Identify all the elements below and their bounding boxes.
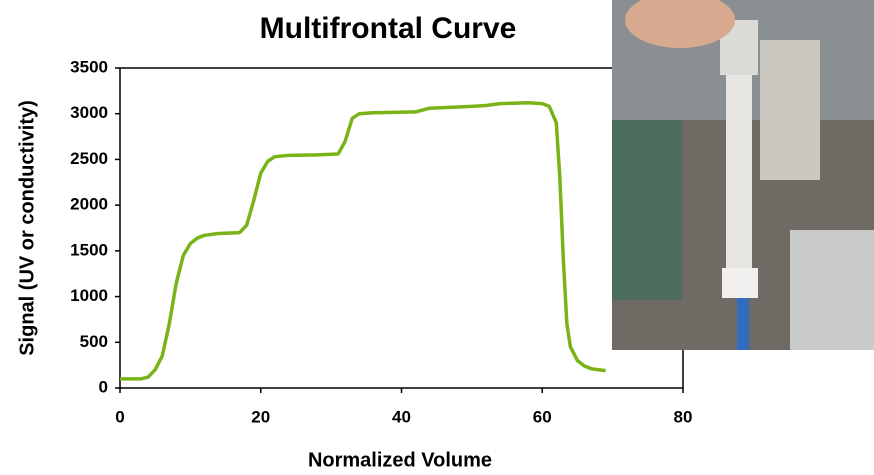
y-axis-label: Signal (UV or conductivity): [16, 100, 38, 356]
photo-cylinders: [612, 120, 682, 300]
photo-beaker: [790, 230, 874, 350]
x-tick-label: 20: [251, 407, 270, 426]
y-tick-label: 2500: [70, 149, 108, 168]
y-tick-label: 2000: [70, 195, 108, 214]
y-tick-label: 0: [99, 377, 108, 396]
x-tick-label: 60: [533, 407, 552, 426]
y-tick-label: 1000: [70, 286, 108, 305]
photo-column: [726, 40, 752, 280]
photo-tubing: [737, 298, 749, 350]
data-line: [120, 100, 606, 381]
y-tick-label: 3000: [70, 103, 108, 122]
x-axis-label: Normalized Volume: [308, 449, 492, 471]
photo: [612, 0, 874, 350]
y-tick-label: 1500: [70, 240, 108, 259]
chart-title: Multifrontal Curve: [260, 12, 517, 45]
x-tick-label: 40: [392, 407, 411, 426]
plot-frame: [119, 67, 684, 389]
plot-area: 0 500 1000 1500 2000 2500 3000 3500 0 20 40 60 80: [70, 57, 692, 426]
y-tick-label: 3500: [70, 57, 108, 76]
y-tick-label: 500: [80, 332, 108, 351]
x-tick-label: 0: [115, 407, 124, 426]
photo-column-fitting: [722, 268, 758, 298]
x-tick-label: 80: [674, 407, 693, 426]
photo-hand: [625, 0, 735, 48]
photo-panel: [760, 40, 820, 180]
